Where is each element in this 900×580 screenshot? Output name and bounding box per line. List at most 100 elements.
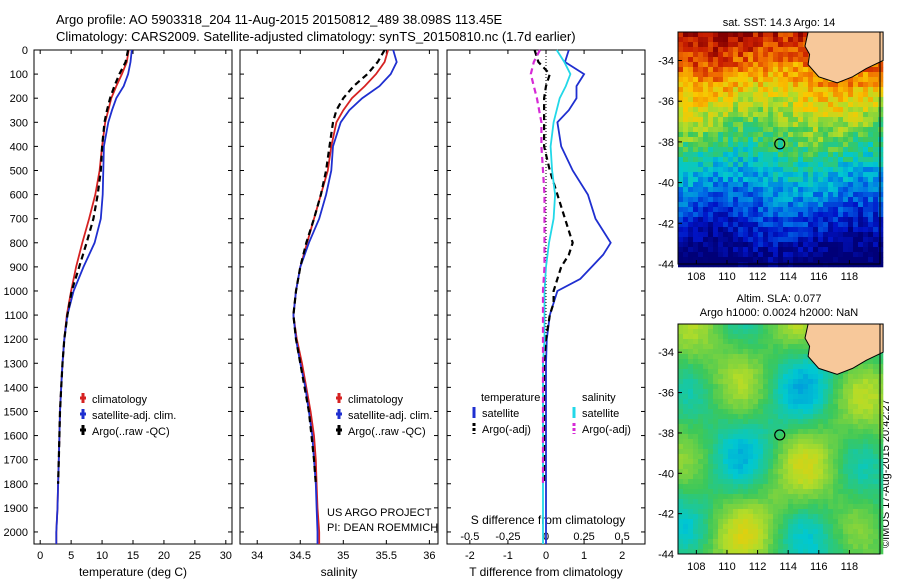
map-title-sst: sat. SST: 14.3 Argo: 14	[723, 17, 836, 29]
map-title-sla-line-2: Argo h1000: 0.0024 h2000: NaN	[700, 307, 858, 319]
x-tick-label-salinity: 34	[251, 550, 263, 562]
depth-tick-label: 1800	[4, 479, 28, 491]
depth-tick-label: 1300	[4, 358, 28, 370]
depth-tick-label: 0	[22, 45, 28, 57]
series-line-difference-satellite-S	[542, 49, 572, 544]
legend-label-temperature: Argo(..raw -QC)	[92, 426, 170, 438]
depth-tick-label: 500	[10, 165, 28, 177]
credit-pi: PI: DEAN ROEMMICH	[327, 522, 438, 534]
land-mass-sst_map	[804, 31, 884, 84]
x-tick-label-salinity: 34.5	[290, 550, 311, 562]
map-x-tick-label-sst_map: 116	[810, 271, 828, 283]
depth-tick-label: 1200	[4, 334, 28, 346]
credit-project: US ARGO PROJECT	[327, 507, 432, 519]
map-x-tick-label-sla_map: 118	[841, 561, 859, 573]
x-tick-label-difference: 1	[581, 550, 587, 562]
x-tick-label-temperature: 5	[68, 550, 74, 562]
map-y-tick-label-sst_map: -36	[658, 96, 674, 108]
plot-frame-salinity	[239, 49, 439, 545]
map-x-tick-label-sst_map: 118	[841, 271, 859, 283]
map-x-tick-label-sla_map: 112	[749, 561, 767, 573]
map-frame-sst_map	[677, 31, 881, 265]
series-line-salinity-argorawqc	[292, 49, 386, 484]
depth-tick-label: 900	[10, 262, 28, 274]
legend-label-temperature: satellite-adj. clim.	[92, 410, 176, 422]
map-y-tick-label-sst_map: -38	[658, 137, 674, 149]
map-x-tick-label-sla_map: 114	[779, 561, 797, 573]
x-tick-label-temperature: 20	[158, 550, 170, 562]
legend-label-difference: Argo(-adj)	[482, 424, 531, 436]
map-y-tick-label-sst_map: -44	[658, 259, 674, 271]
x-tick-label-temperature: 10	[96, 550, 108, 562]
argo-location-marker-sla_map	[774, 429, 786, 441]
depth-tick-label: 300	[10, 117, 28, 129]
depth-tick-label: 1600	[4, 431, 28, 443]
map-y-tick-label-sst_map: -34	[658, 55, 674, 67]
x-tick-label-temperature: 25	[189, 550, 201, 562]
depth-tick-label: 1100	[4, 310, 28, 322]
map-x-tick-label-sla_map: 110	[718, 561, 736, 573]
series-line-temperature-satelliteadjclim	[55, 49, 133, 544]
salinity-diff-axis-label: S difference from climatology	[471, 513, 626, 527]
depth-tick-label: 2000	[4, 527, 28, 539]
map-y-tick-label-sla_map: -40	[658, 468, 674, 480]
map-x-tick-label-sst_map: 110	[718, 271, 736, 283]
map-cells-sst_map	[678, 32, 884, 268]
legend-title-temperature: temperature	[481, 392, 540, 404]
depth-tick-label: 1000	[4, 286, 28, 298]
figure-title-line-2: Climatology: CARS2009. Satellite-adjuste…	[56, 29, 576, 44]
map-x-tick-label-sla_map: 108	[687, 561, 705, 573]
map-frame-sla_map	[677, 323, 881, 555]
salinity-diff-tick-label: 0.5	[615, 531, 630, 543]
argo-location-marker-sst_map	[774, 138, 786, 150]
legend-label-salinity: Argo(..raw -QC)	[348, 426, 426, 438]
salinity-diff-tick-label: -0.5	[460, 531, 479, 543]
x-tick-label-difference: 0	[543, 550, 549, 562]
salinity-diff-tick-label: -0.25	[495, 531, 520, 543]
legend-label-difference: satellite	[482, 408, 519, 420]
x-tick-label-temperature: 30	[220, 550, 232, 562]
series-line-temperature-argorawqc	[57, 49, 130, 484]
depth-tick-label: 800	[10, 238, 28, 250]
x-tick-label-salinity: 35	[337, 550, 349, 562]
map-y-tick-label-sst_map: -42	[658, 218, 674, 230]
map-x-tick-label-sla_map: 116	[810, 561, 828, 573]
depth-tick-label: 1500	[4, 406, 28, 418]
legend-title-salinity: salinity	[582, 392, 616, 404]
legend-label-salinity: climatology	[348, 394, 404, 406]
figure-title-line-1: Argo profile: AO 5903318_204 11-Aug-2015…	[56, 12, 503, 27]
series-line-difference-argoadj-S	[529, 49, 546, 484]
depth-tick-label: 1900	[4, 503, 28, 515]
depth-tick-label: 200	[10, 93, 28, 105]
depth-tick-label: 100	[10, 69, 28, 81]
depth-tick-label: 600	[10, 190, 28, 202]
map-y-tick-label-sla_map: -34	[658, 347, 674, 359]
x-tick-label-difference: -1	[503, 550, 513, 562]
depth-tick-label: 1400	[4, 382, 28, 394]
map-y-tick-label-sst_map: -40	[658, 178, 674, 190]
x-tick-label-difference: 2	[619, 550, 625, 562]
map-y-tick-label-sla_map: -38	[658, 428, 674, 440]
plot-frame-temperature	[33, 49, 233, 545]
legend-label-difference: Argo(-adj)	[582, 424, 631, 436]
map-x-tick-label-sst_map: 112	[749, 271, 767, 283]
legend-label-temperature: climatology	[92, 394, 148, 406]
map-y-tick-label-sla_map: -44	[658, 549, 674, 561]
x-axis-label-salinity: salinity	[321, 565, 358, 579]
series-line-difference-satellite-T	[545, 49, 612, 544]
map-title-sla-line-1: Altim. SLA: 0.077	[737, 293, 822, 305]
map-y-tick-label-sla_map: -42	[658, 509, 674, 521]
x-axis-label-temperature: temperature (deg C)	[79, 565, 187, 579]
x-axis-label-difference: T difference from climatology	[469, 565, 623, 579]
map-x-tick-label-sst_map: 114	[779, 271, 797, 283]
map-x-tick-label-sst_map: 108	[687, 271, 705, 283]
map-y-tick-label-sla_map: -36	[658, 388, 674, 400]
depth-tick-label: 700	[10, 214, 28, 226]
legend-label-salinity: satellite-adj. clim.	[348, 410, 432, 422]
depth-tick-label: 400	[10, 141, 28, 153]
salinity-diff-tick-label: 0.25	[573, 531, 594, 543]
legend-label-difference: satellite	[582, 408, 619, 420]
map-cells-sla_map	[678, 324, 884, 555]
x-tick-label-temperature: 0	[37, 550, 43, 562]
